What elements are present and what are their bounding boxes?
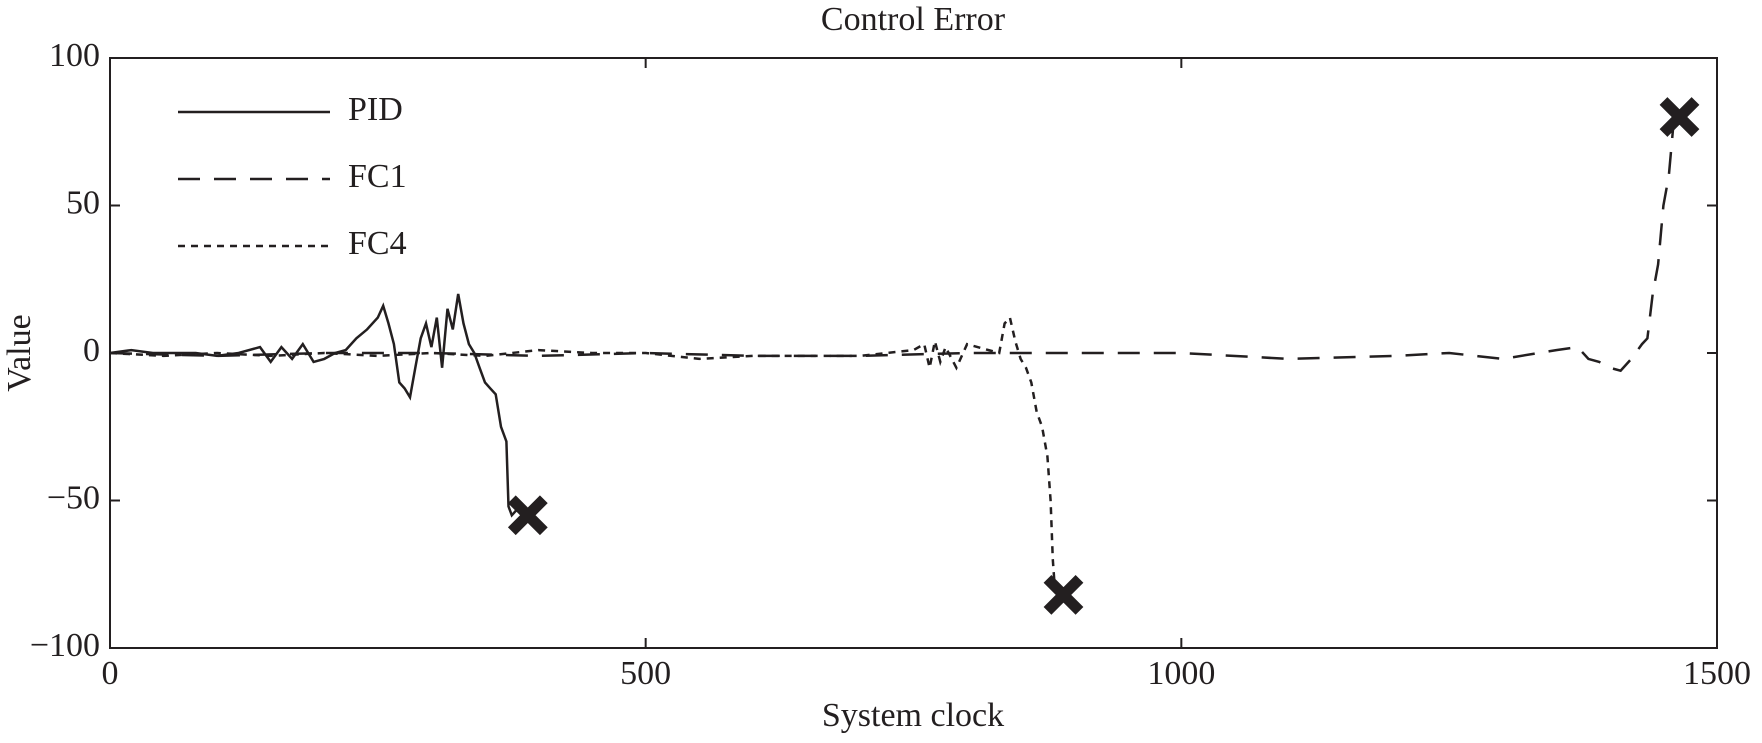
chart-title: Control Error	[821, 1, 1006, 38]
x-tick-label: 1000	[1147, 655, 1215, 692]
y-tick-label: −50	[47, 479, 100, 516]
series-line	[109, 314, 1065, 596]
end-marker	[1043, 575, 1084, 615]
y-tick-label: 50	[66, 184, 100, 221]
y-tick-label: −100	[30, 627, 100, 664]
y-tick-label: 100	[49, 37, 100, 74]
x-tick-label: 0	[102, 655, 119, 692]
x-tick-label: 1500	[1683, 655, 1751, 692]
x-tick-label: 500	[620, 655, 671, 692]
y-tick-label: 0	[83, 332, 100, 369]
y-axis-label: Value	[1, 314, 38, 391]
series-line	[109, 293, 529, 518]
x-axis-label: System clock	[822, 697, 1004, 734]
plot-frame	[109, 57, 1718, 649]
end-marker	[507, 495, 548, 536]
series-line	[109, 115, 1680, 373]
legend-label: PID	[348, 91, 403, 128]
legend-label: FC4	[348, 225, 407, 262]
legend-label: FC1	[348, 158, 407, 195]
end-marker	[1659, 97, 1700, 137]
